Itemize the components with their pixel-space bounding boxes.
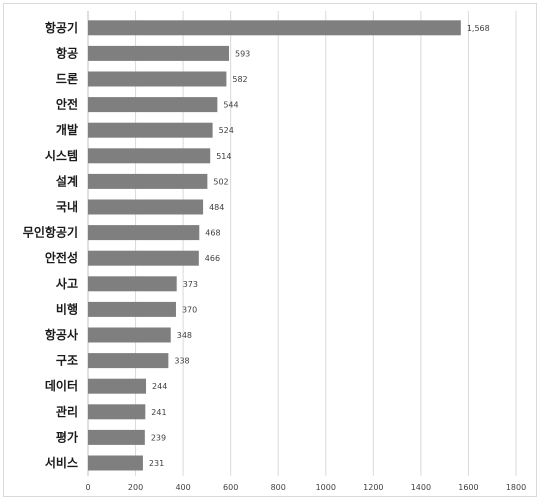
x-tick-label: 1000 <box>316 483 336 492</box>
category-label: 드론 <box>56 71 78 86</box>
bar-7 <box>88 199 204 215</box>
x-tick-label: 1200 <box>363 483 383 492</box>
value-label: 524 <box>219 126 234 135</box>
grid-lines <box>87 11 517 476</box>
value-label: 484 <box>209 203 224 212</box>
value-label: 593 <box>235 49 250 58</box>
value-label: 241 <box>151 408 166 417</box>
category-label: 관리 <box>56 404 78 419</box>
value-label: 239 <box>151 433 166 442</box>
value-label: 348 <box>177 331 192 340</box>
x-tick-label: 1400 <box>411 483 431 492</box>
bar-5 <box>88 148 211 164</box>
value-label: 373 <box>183 280 198 289</box>
bar-8 <box>88 225 200 241</box>
category-label: 안전성 <box>45 250 78 265</box>
bar-11 <box>88 301 176 317</box>
bar-4 <box>88 122 213 138</box>
bar-14 <box>88 378 147 394</box>
x-tick-label: 400 <box>175 483 190 492</box>
category-label: 무인항공기 <box>23 225 78 240</box>
category-label: 구조 <box>56 354 78 368</box>
x-tick-label: 600 <box>223 483 238 492</box>
x-tick-label: 200 <box>128 483 143 492</box>
category-label: 시스템 <box>45 148 78 163</box>
category-label: 안전 <box>56 97 78 112</box>
bar-15 <box>88 404 146 420</box>
value-label: 370 <box>182 305 197 314</box>
value-label: 231 <box>149 459 164 468</box>
x-tick-label: 1600 <box>458 483 478 492</box>
category-label: 국내 <box>56 199 78 214</box>
bar-2 <box>88 71 227 87</box>
category-label: 서비스 <box>45 455 78 470</box>
value-label: 466 <box>205 254 220 263</box>
value-label: 338 <box>174 357 189 366</box>
labels: 0 200 400 600 800 1000 1200 1400 1600 1800 항공기 1,56… <box>23 20 526 492</box>
x-tick-label: 800 <box>271 483 286 492</box>
category-label: 비행 <box>56 301 78 316</box>
value-label: 1,568 <box>467 24 490 33</box>
x-tick-label: 1800 <box>506 483 526 492</box>
bar-16 <box>88 429 145 445</box>
category-label: 설계 <box>56 173 78 188</box>
bars <box>88 20 461 471</box>
value-label: 544 <box>223 101 238 110</box>
bar-12 <box>88 327 171 343</box>
bar-9 <box>88 250 199 266</box>
category-label: 평가 <box>56 429 78 444</box>
value-label: 244 <box>152 382 167 391</box>
category-label: 데이터 <box>45 378 78 393</box>
category-label: 사고 <box>56 276 78 291</box>
bar-10 <box>88 276 177 292</box>
value-label: 502 <box>213 177 228 186</box>
value-label: 582 <box>232 75 247 84</box>
bar-13 <box>88 353 169 369</box>
category-label: 항공기 <box>45 20 78 35</box>
category-label: 항공사 <box>45 327 78 342</box>
bar-6 <box>88 173 208 189</box>
category-label: 항공 <box>56 45 78 60</box>
bar-1 <box>88 45 230 61</box>
bar-0 <box>88 20 461 36</box>
x-tick-label: 0 <box>85 483 90 492</box>
bar-17 <box>88 455 143 471</box>
value-label: 468 <box>205 229 220 238</box>
bar-3 <box>88 97 218 113</box>
value-label: 514 <box>216 152 231 161</box>
category-label: 개발 <box>56 122 78 137</box>
